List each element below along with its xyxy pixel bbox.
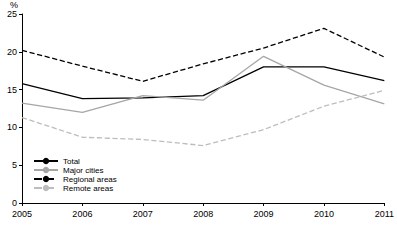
svg-text:15: 15 xyxy=(7,85,17,95)
svg-text:Major cities: Major cities xyxy=(63,166,103,175)
svg-text:2005: 2005 xyxy=(12,209,32,219)
svg-text:2008: 2008 xyxy=(193,209,213,219)
svg-text:10: 10 xyxy=(7,122,17,132)
svg-text:Total: Total xyxy=(63,157,80,166)
svg-text:Remote areas: Remote areas xyxy=(63,184,113,193)
svg-text:2006: 2006 xyxy=(72,209,92,219)
svg-text:2007: 2007 xyxy=(133,209,153,219)
svg-text:2010: 2010 xyxy=(314,209,334,219)
svg-text:2009: 2009 xyxy=(254,209,274,219)
svg-text:0: 0 xyxy=(12,198,17,208)
svg-text:20: 20 xyxy=(7,47,17,57)
svg-text:Regional areas: Regional areas xyxy=(63,175,117,184)
svg-text:5: 5 xyxy=(12,160,17,170)
svg-text:2011: 2011 xyxy=(375,209,394,219)
svg-text:25: 25 xyxy=(7,9,17,19)
